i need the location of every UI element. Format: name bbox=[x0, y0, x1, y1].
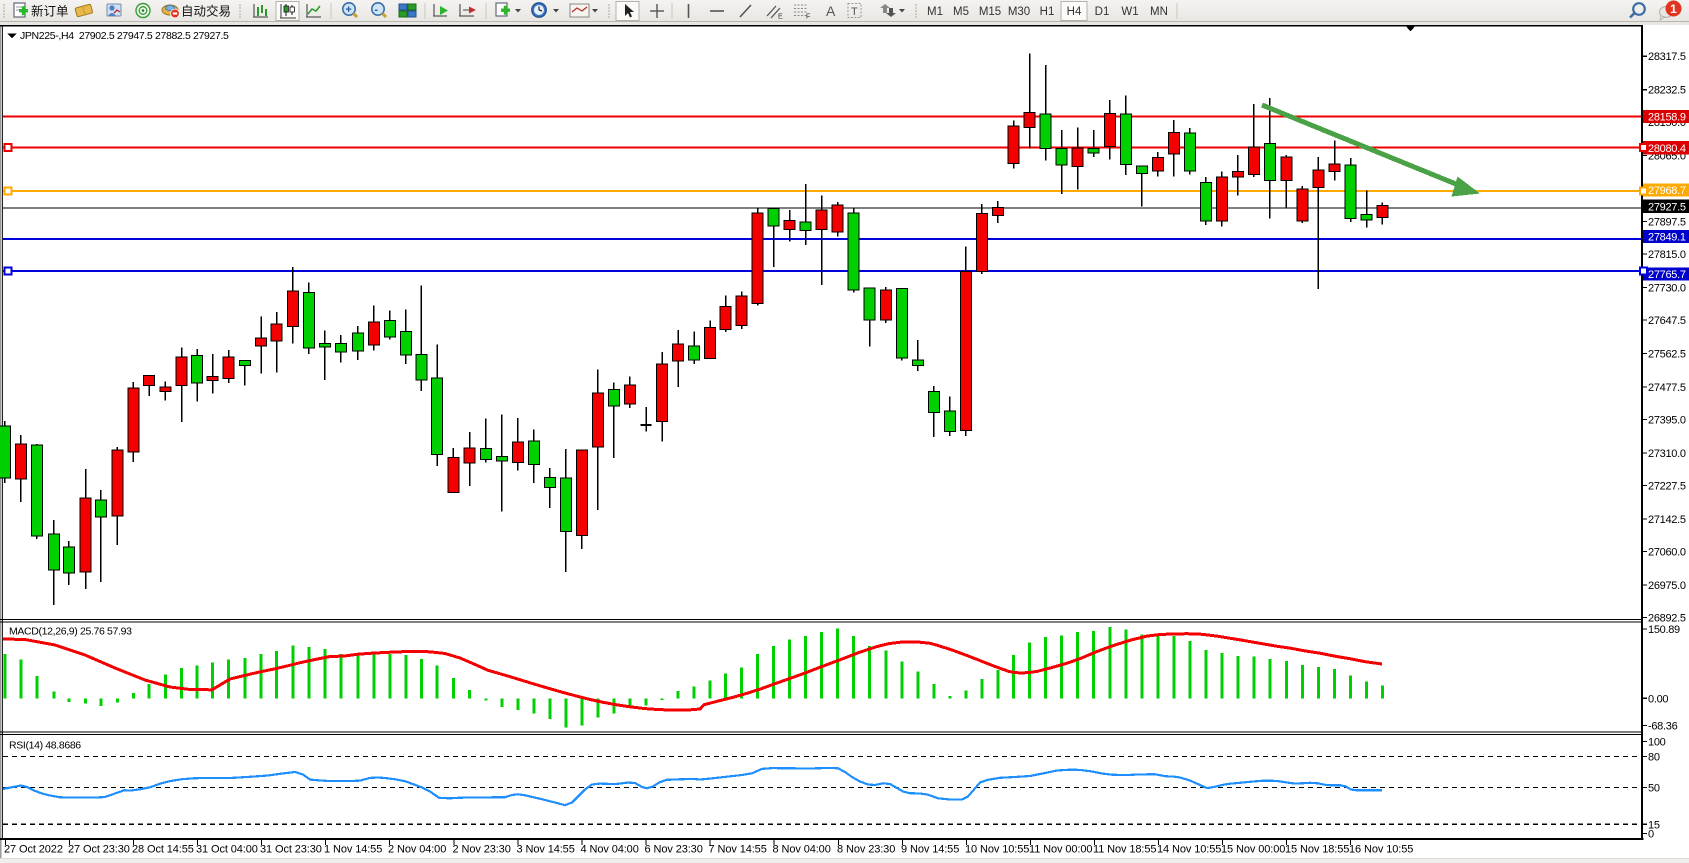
svg-text:0.00: 0.00 bbox=[1648, 693, 1668, 705]
svg-text:E: E bbox=[778, 14, 783, 21]
svg-text:80: 80 bbox=[1648, 751, 1660, 763]
svg-text:27310.0: 27310.0 bbox=[1648, 448, 1686, 460]
svg-text:10 Nov 10:55: 10 Nov 10:55 bbox=[965, 843, 1029, 855]
svg-text:1 Nov 14:55: 1 Nov 14:55 bbox=[324, 843, 382, 855]
svg-text:MACD(12,26,9) 25.76 57.93: MACD(12,26,9) 25.76 57.93 bbox=[9, 626, 132, 638]
svg-text:150.89: 150.89 bbox=[1648, 624, 1680, 636]
svg-text:27815.0: 27815.0 bbox=[1648, 249, 1686, 261]
svg-text:6 Nov 23:30: 6 Nov 23:30 bbox=[645, 843, 703, 855]
svg-text:27227.5: 27227.5 bbox=[1648, 481, 1686, 493]
svg-text:16 Nov 10:55: 16 Nov 10:55 bbox=[1349, 843, 1413, 855]
svg-text:0: 0 bbox=[1648, 829, 1654, 841]
svg-text:M15: M15 bbox=[979, 6, 1001, 18]
svg-text:50: 50 bbox=[1648, 783, 1660, 795]
svg-text:自动交易: 自动交易 bbox=[181, 4, 231, 19]
svg-text:28080.4: 28080.4 bbox=[1648, 143, 1686, 155]
svg-text:31 Oct 23:30: 31 Oct 23:30 bbox=[260, 843, 322, 855]
svg-text:1: 1 bbox=[1670, 2, 1677, 16]
svg-text:14 Nov 10:55: 14 Nov 10:55 bbox=[1157, 843, 1221, 855]
svg-text:3 Nov 14:55: 3 Nov 14:55 bbox=[517, 843, 575, 855]
svg-text:8 Nov 04:00: 8 Nov 04:00 bbox=[773, 843, 831, 855]
svg-text:11 Nov 00:00: 11 Nov 00:00 bbox=[1029, 843, 1092, 855]
svg-text:100: 100 bbox=[1648, 737, 1666, 749]
svg-text:27477.5: 27477.5 bbox=[1648, 382, 1686, 394]
svg-text:26975.0: 26975.0 bbox=[1648, 580, 1686, 592]
svg-text:28158.9: 28158.9 bbox=[1648, 112, 1686, 124]
svg-text:M5: M5 bbox=[953, 6, 969, 18]
svg-text:新订单: 新订单 bbox=[31, 4, 69, 19]
svg-text:F: F bbox=[806, 14, 810, 21]
svg-text:9 Nov 14:55: 9 Nov 14:55 bbox=[901, 843, 959, 855]
svg-text:27968.7: 27968.7 bbox=[1648, 185, 1686, 197]
svg-text:2 Nov 04:00: 2 Nov 04:00 bbox=[388, 843, 446, 855]
svg-text:28232.5: 28232.5 bbox=[1648, 85, 1686, 97]
svg-text:27765.7: 27765.7 bbox=[1648, 269, 1686, 281]
svg-text:H1: H1 bbox=[1040, 6, 1055, 18]
svg-text:M30: M30 bbox=[1008, 6, 1030, 18]
svg-text:4 Nov 04:00: 4 Nov 04:00 bbox=[581, 843, 639, 855]
svg-text:T: T bbox=[851, 6, 858, 18]
svg-text:27 Oct 2022: 27 Oct 2022 bbox=[4, 843, 63, 855]
svg-text:7 Nov 14:55: 7 Nov 14:55 bbox=[709, 843, 767, 855]
svg-text:15 Nov 00:00: 15 Nov 00:00 bbox=[1221, 843, 1285, 855]
svg-text:11 Nov 18:55: 11 Nov 18:55 bbox=[1093, 843, 1156, 855]
svg-text:M1: M1 bbox=[927, 6, 943, 18]
svg-text:8 Nov 23:30: 8 Nov 23:30 bbox=[837, 843, 895, 855]
svg-text:27060.0: 27060.0 bbox=[1648, 547, 1686, 559]
svg-text:27730.0: 27730.0 bbox=[1648, 283, 1686, 295]
svg-text:15: 15 bbox=[1648, 819, 1660, 831]
svg-text:-68.36: -68.36 bbox=[1648, 721, 1678, 733]
svg-text:27647.5: 27647.5 bbox=[1648, 315, 1686, 327]
svg-text:27927.5: 27927.5 bbox=[1648, 201, 1686, 213]
svg-text:28317.5: 28317.5 bbox=[1648, 51, 1686, 63]
svg-text:28 Oct 14:55: 28 Oct 14:55 bbox=[132, 843, 194, 855]
svg-text:RSI(14) 48.8686: RSI(14) 48.8686 bbox=[9, 740, 81, 752]
svg-text:27142.5: 27142.5 bbox=[1648, 514, 1686, 526]
svg-text:27897.5: 27897.5 bbox=[1648, 217, 1686, 229]
svg-text:27849.1: 27849.1 bbox=[1648, 232, 1686, 244]
svg-text:MN: MN bbox=[1150, 6, 1168, 18]
svg-text:27 Oct 23:30: 27 Oct 23:30 bbox=[68, 843, 130, 855]
svg-text:15 Nov 18:55: 15 Nov 18:55 bbox=[1285, 843, 1349, 855]
svg-text:A: A bbox=[826, 3, 836, 19]
svg-text:26892.5: 26892.5 bbox=[1648, 613, 1686, 625]
svg-text:2 Nov 23:30: 2 Nov 23:30 bbox=[453, 843, 511, 855]
svg-text:27562.5: 27562.5 bbox=[1648, 349, 1686, 361]
svg-text:27395.0: 27395.0 bbox=[1648, 415, 1686, 427]
svg-text:31 Oct 04:00: 31 Oct 04:00 bbox=[196, 843, 258, 855]
svg-text:H4: H4 bbox=[1067, 6, 1082, 18]
svg-text:W1: W1 bbox=[1121, 6, 1138, 18]
svg-text:-: - bbox=[374, 4, 378, 16]
svg-text:D1: D1 bbox=[1095, 6, 1110, 18]
svg-text:JPN225-,H4 27902.5 27947.5 27: JPN225-,H4 27902.5 27947.5 27882.5 27927… bbox=[20, 30, 229, 42]
svg-text:+: + bbox=[345, 4, 351, 16]
